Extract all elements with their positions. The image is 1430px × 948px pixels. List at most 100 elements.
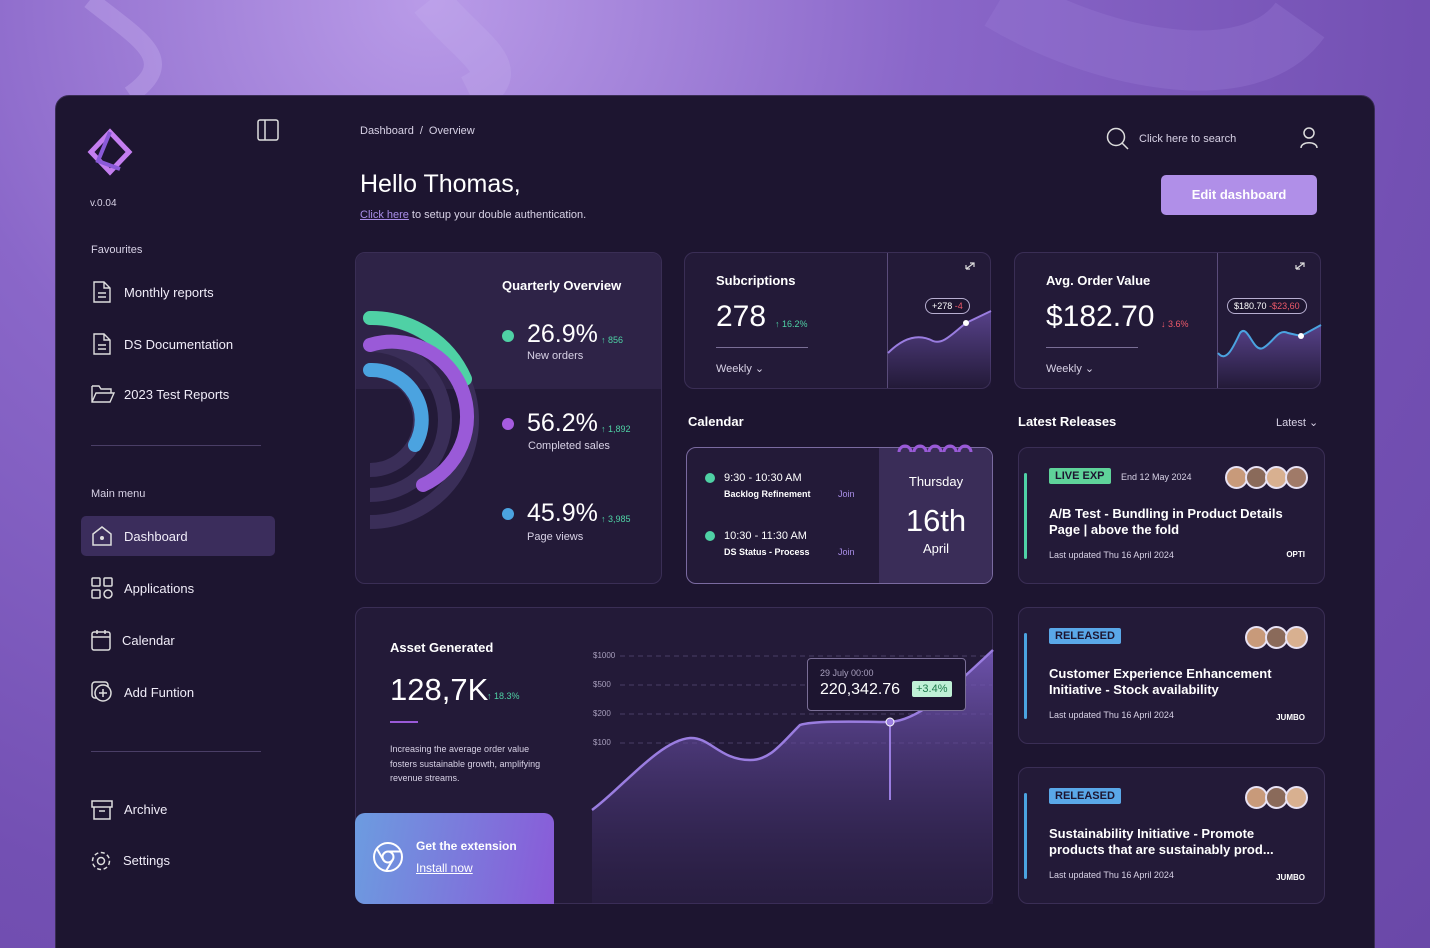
- team-name: JUMBO: [1276, 713, 1305, 722]
- active-nav-bg: [81, 516, 275, 556]
- sidebar-toggle[interactable]: [257, 119, 279, 141]
- nav-item[interactable]: Add Funtion: [124, 685, 195, 700]
- breadcrumb-item[interactable]: Dashboard: [360, 125, 414, 137]
- auth-link[interactable]: Click here: [360, 209, 409, 221]
- release-title: Sustainability Initiative - Promote prod…: [1049, 826, 1274, 857]
- stat-value: 56.2%: [527, 409, 598, 437]
- kpi-value: 278: [716, 300, 767, 333]
- underline: [390, 721, 418, 723]
- logo: [87, 128, 133, 176]
- event-time: 10:30 - 11:30 AM: [724, 530, 807, 542]
- filter-label: Latest: [1276, 417, 1306, 429]
- card-title: Subcriptions: [716, 273, 796, 288]
- extension-banner[interactable]: [355, 813, 554, 904]
- auth-text: to setup your double authentication.: [411, 209, 587, 221]
- calendar-card: [686, 447, 993, 584]
- nav-item[interactable]: Archive: [124, 802, 168, 817]
- stat-change: ↑ 856: [601, 335, 624, 345]
- status-badge: LIVE EXP: [1049, 468, 1111, 484]
- underline: [716, 347, 808, 348]
- apps-icon: [91, 577, 113, 599]
- axis-label: $100: [593, 738, 611, 747]
- period-label: Weekly: [1046, 363, 1082, 375]
- avatar: [1285, 626, 1308, 649]
- period-select[interactable]: Weekly ⌄: [1046, 363, 1095, 375]
- kpi-change: ↓ 3.6%: [1161, 319, 1189, 329]
- stat-label: New orders: [527, 350, 584, 362]
- divider: [91, 445, 261, 446]
- breadcrumb: Dashboard / Overview: [360, 125, 475, 137]
- stat-value: 26.9%: [527, 320, 598, 348]
- divider: [91, 751, 261, 752]
- period-select[interactable]: Weekly ⌄: [716, 363, 765, 375]
- event-time: 9:30 - 10:30 AM: [724, 472, 802, 484]
- nav-item[interactable]: Calendar: [122, 633, 175, 648]
- kpi-value: $182.70: [1046, 300, 1155, 333]
- user-icon[interactable]: [1300, 127, 1318, 149]
- stat-change: ↑ 1,892: [601, 424, 631, 434]
- auth-notice: Click here to setup your double authentic…: [360, 209, 586, 221]
- doc-icon: [93, 281, 111, 303]
- avatar: [1285, 786, 1308, 809]
- calendar-date: 16th: [905, 503, 967, 538]
- breadcrumb-item[interactable]: Overview: [428, 125, 475, 137]
- date-panel: [879, 448, 992, 583]
- section-title: Favourites: [91, 244, 143, 256]
- section-title: Calendar: [688, 414, 744, 429]
- release-title: Customer Experience Enhancement Initiati…: [1049, 666, 1272, 697]
- nav-item[interactable]: Applications: [124, 581, 195, 596]
- nav-item[interactable]: 2023 Test Reports: [124, 387, 230, 402]
- axis-label: $1000: [593, 651, 616, 660]
- status-badge: RELEASED: [1049, 628, 1121, 644]
- breadcrumb-separator: /: [419, 125, 423, 137]
- card-title: Avg. Order Value: [1046, 273, 1151, 288]
- folder-icon: [91, 385, 116, 403]
- kpi-value: 128,7K: [390, 672, 489, 707]
- legend-dot: [502, 508, 514, 520]
- stat-value: 45.9%: [527, 499, 598, 527]
- nav-item[interactable]: DS Documentation: [124, 337, 234, 352]
- tooltip-value: 220,342.76: [820, 681, 901, 698]
- install-link[interactable]: Install now: [416, 861, 473, 875]
- kpi-change: ↑ 16.2%: [775, 319, 808, 329]
- chip-change: -$23,60: [1269, 301, 1300, 311]
- join-link[interactable]: Join: [838, 489, 855, 499]
- calendar-icon: [91, 630, 111, 651]
- event-name: DS Status - Process: [724, 547, 810, 557]
- team-name: JUMBO: [1276, 873, 1305, 882]
- section-title: Main menu: [91, 488, 146, 500]
- stat-label: Completed sales: [528, 440, 610, 452]
- divider: [887, 253, 888, 388]
- calendar-day: Thursday: [908, 474, 964, 489]
- axis-label: $500: [593, 680, 611, 689]
- nav-item[interactable]: Settings: [123, 853, 170, 868]
- search-input[interactable]: Click here to search: [1139, 133, 1237, 145]
- filter-select[interactable]: Latest ⌄: [1276, 417, 1319, 429]
- radial-rings: [363, 310, 479, 529]
- join-link[interactable]: Join: [838, 547, 855, 557]
- tooltip-change: +3.4%: [912, 681, 952, 697]
- chip-value: $180.70: [1234, 301, 1267, 311]
- chip-change: -4: [954, 301, 963, 311]
- nav-item[interactable]: Dashboard: [124, 529, 188, 544]
- tooltip-date: 29 July 00:00: [820, 668, 874, 678]
- period-label: Weekly: [716, 363, 752, 375]
- end-date: End 12 May 2024: [1121, 472, 1192, 482]
- kpi-change: ↑ 18.3%: [487, 691, 520, 701]
- sparkline: [1217, 262, 1322, 388]
- event-dot: [705, 473, 715, 483]
- team-name: OPTI: [1286, 550, 1305, 559]
- chrome-icon: [373, 842, 403, 872]
- underline: [1046, 347, 1138, 348]
- chart-chip: +278 -4: [925, 298, 970, 314]
- last-updated: Last updated Thu 16 April 2024: [1049, 710, 1174, 720]
- calendar-rings: [897, 444, 973, 453]
- add-icon: [91, 681, 112, 702]
- description: Increasing the average order value foste…: [390, 744, 541, 783]
- edit-dashboard-button[interactable]: Edit dashboard: [1161, 175, 1317, 215]
- nav-item[interactable]: Monthly reports: [124, 285, 214, 300]
- last-updated: Last updated Thu 16 April 2024: [1049, 550, 1174, 560]
- legend-dot: [502, 418, 514, 430]
- search-icon[interactable]: [1106, 127, 1130, 151]
